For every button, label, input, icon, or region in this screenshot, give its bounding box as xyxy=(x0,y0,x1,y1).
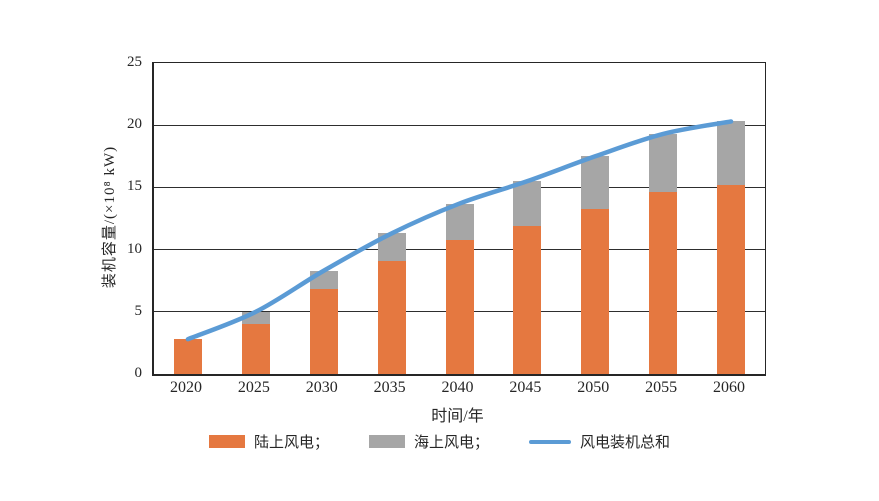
y-tick-label: 20 xyxy=(127,116,142,133)
y-tick-label: 25 xyxy=(127,54,142,70)
y-tick-label: 0 xyxy=(134,365,143,381)
y-tick-label: 10 xyxy=(127,240,142,257)
bar-segment-海上风电-2060 xyxy=(717,121,746,185)
legend-label-total: 风电装机总和 xyxy=(580,435,671,451)
legend-item-onshore: 陆上风电； xyxy=(208,431,329,452)
bar-segment-海上风电-2045 xyxy=(513,181,542,226)
gridline-y20 xyxy=(154,124,765,126)
bar-segment-海上风电-2025 xyxy=(241,311,270,325)
bar-segment-陆上风电-2020 xyxy=(173,339,202,374)
legend-item-total: 风电装机总和 xyxy=(529,431,670,452)
bar-segment-海上风电-2030 xyxy=(309,270,338,290)
bar-segment-陆上风电-2025 xyxy=(241,324,270,374)
bar-segment-陆上风电-2030 xyxy=(309,289,338,374)
x-tick-label: 2040 xyxy=(441,379,474,396)
y-axis-tick-labels: 0 5 10 15 20 25 xyxy=(108,54,146,381)
x-tick-label: 2035 xyxy=(373,379,406,396)
bar-segment-海上风电-2040 xyxy=(445,203,474,240)
x-tick-label: 2025 xyxy=(237,379,270,396)
x-tick-label: 2020 xyxy=(169,379,202,396)
bar-segment-陆上风电-2035 xyxy=(377,260,406,374)
x-tick-label: 2050 xyxy=(577,379,610,396)
bar-segment-海上风电-2055 xyxy=(649,133,678,193)
x-tick-label: 2030 xyxy=(305,379,338,396)
bar-segment-陆上风电-2060 xyxy=(717,184,746,374)
bar-segment-海上风电-2035 xyxy=(377,233,406,261)
bar-segment-陆上风电-2040 xyxy=(445,239,474,374)
bar-segment-陆上风电-2055 xyxy=(649,192,678,374)
x-axis-title: 时间/年 xyxy=(431,408,484,425)
y-tick-label: 5 xyxy=(134,302,143,319)
legend-label-offshore: 海上风电； xyxy=(413,435,489,451)
bar-segment-陆上风电-2050 xyxy=(581,208,610,374)
x-tick-label: 2060 xyxy=(713,379,746,396)
x-axis-tick-labels: 2020 2025 2030 2035 2040 2045 2050 2055 2060 xyxy=(152,379,763,401)
total-line-swatch-icon xyxy=(529,439,571,444)
legend-label-onshore: 陆上风电； xyxy=(253,435,329,451)
offshore-swatch-icon xyxy=(368,435,405,448)
legend: 陆上风电； 海上风电； 风电装机总和 xyxy=(0,431,879,452)
onshore-swatch-icon xyxy=(208,435,245,448)
legend-item-offshore: 海上风电； xyxy=(368,431,489,452)
y-tick-label: 15 xyxy=(127,178,142,195)
plot-area xyxy=(152,62,766,376)
x-tick-label: 2055 xyxy=(645,379,678,396)
bar-segment-海上风电-2050 xyxy=(581,156,610,209)
x-tick-label: 2045 xyxy=(509,379,542,396)
bar-segment-陆上风电-2045 xyxy=(513,225,542,374)
